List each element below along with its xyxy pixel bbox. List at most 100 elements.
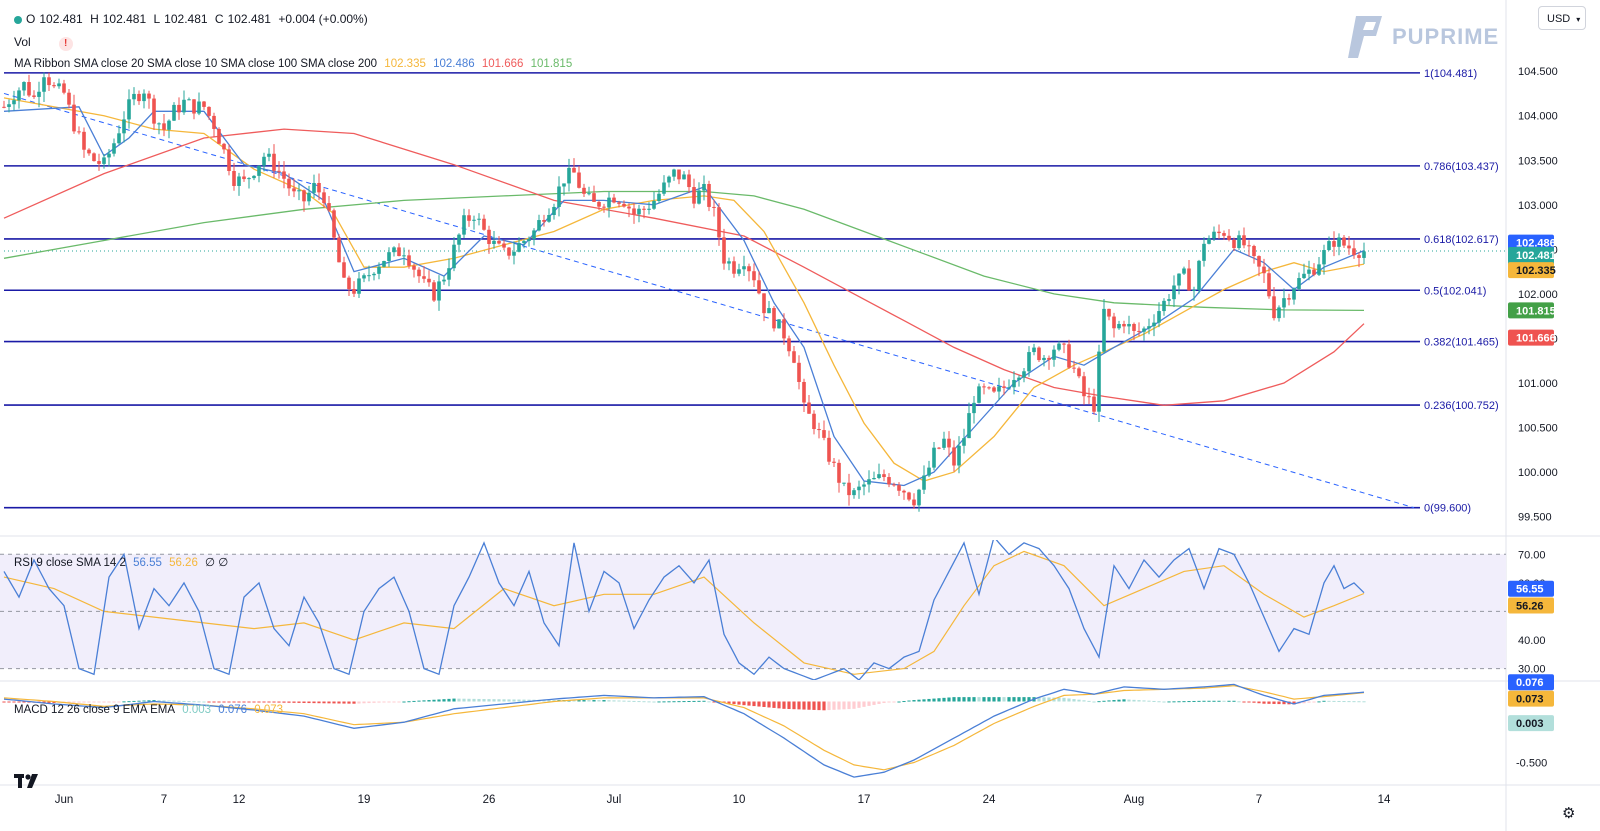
macd-histogram-bar <box>712 701 716 703</box>
candle-body <box>1282 298 1286 308</box>
macd-histogram-bar <box>1027 697 1031 702</box>
macd-histogram-bar <box>882 701 886 703</box>
candle-body <box>1252 245 1256 257</box>
candle-body <box>1147 326 1151 329</box>
macd-histogram-bar <box>707 701 711 703</box>
time-tick-label: Jul <box>607 794 622 806</box>
macd-histogram-bar <box>1147 700 1151 702</box>
macd-legend[interactable]: MACD 12 26 close 9 EMA EMA 0.003 0.076 0… <box>14 704 287 716</box>
candle-body <box>147 93 151 99</box>
macd-histogram-bar <box>152 700 156 702</box>
macd-histogram-bar <box>1187 701 1191 703</box>
macd-histogram-bar <box>1142 700 1146 702</box>
candlesticks <box>2 72 1366 512</box>
time-tick-label: Aug <box>1124 794 1144 806</box>
macd-histogram-bar <box>372 701 376 703</box>
macd-histogram-bar <box>1072 699 1076 702</box>
macd-histogram-bar <box>617 700 621 702</box>
macd-histogram-bar <box>122 701 126 703</box>
sma100-value: 101.666 <box>481 58 524 70</box>
time-axis: Jun 7 12 19 26 Jul 10 17 24 Aug 7 14 <box>55 794 1391 806</box>
macd-histogram-bar <box>1207 700 1211 702</box>
candle-body <box>567 167 571 184</box>
macd-histogram-bar <box>632 700 636 702</box>
candle-body <box>757 280 761 294</box>
candle-body <box>927 467 931 476</box>
candle-body <box>22 82 26 91</box>
macd-histogram-bar <box>87 701 91 703</box>
macd-histogram-bar <box>477 698 481 702</box>
macd-histogram-bar <box>1172 701 1176 703</box>
macd-histogram-bar <box>852 701 856 709</box>
candle-body <box>352 289 356 294</box>
candle-body <box>1167 299 1171 301</box>
candle-body <box>1317 264 1321 275</box>
gear-icon[interactable]: ⚙ <box>1562 805 1576 822</box>
macd-histogram-bar <box>772 701 776 708</box>
macd-histogram-bar <box>552 700 556 702</box>
macd-histogram-bar <box>147 700 151 702</box>
tradingview-icon <box>14 774 38 788</box>
candle-body <box>487 229 491 244</box>
macd-histogram-bar <box>737 701 741 705</box>
macd-histogram-bar <box>282 701 286 703</box>
macd-histogram-bar <box>817 701 821 711</box>
rsi-sma-badge: 56.26 <box>1516 601 1544 613</box>
candle-body <box>842 482 846 484</box>
fib-level-label: 0.5(102.041) <box>1424 285 1486 297</box>
candle-body <box>1162 300 1166 312</box>
candle-body <box>1332 241 1336 247</box>
macd-histogram-bar <box>702 700 706 702</box>
volume-legend[interactable]: Vol! <box>14 35 77 51</box>
ma-ribbon-legend[interactable]: MA Ribbon SMA close 20 SMA close 10 SMA … <box>14 58 576 70</box>
macd-histogram-bar <box>1312 701 1316 703</box>
candle-body <box>907 492 911 500</box>
candle-body <box>1187 268 1191 291</box>
warning-flag-icon[interactable]: ! <box>58 37 73 51</box>
macd-histogram-bar <box>367 701 371 704</box>
tradingview-logo[interactable] <box>14 772 44 795</box>
macd-histogram-bar <box>1212 700 1216 702</box>
macd-histogram-bar <box>912 700 916 702</box>
candle-body <box>712 206 716 208</box>
macd-histogram-bar <box>842 701 846 710</box>
macd-histogram-bar <box>497 699 501 702</box>
rsi-legend[interactable]: RSI 9 close SMA 14 2 56.55 56.26 ∅ ∅ <box>14 555 232 569</box>
macd-histogram-bar <box>507 699 511 702</box>
candle-body <box>767 308 771 314</box>
macd-histogram-bar <box>542 699 546 702</box>
candle-body <box>697 190 701 204</box>
currency-button[interactable]: USD ▾ <box>1538 6 1586 30</box>
candle-body <box>232 170 236 186</box>
sma20-line <box>3 97 1365 482</box>
candle-body <box>182 99 186 113</box>
candle-body <box>717 207 721 238</box>
candle-body <box>787 338 791 352</box>
macd-histogram-bar <box>917 699 921 702</box>
candle-body <box>442 279 446 282</box>
candle-body <box>647 208 651 210</box>
candle-body <box>282 171 286 179</box>
candle-body <box>897 485 901 491</box>
candle-body <box>982 386 986 388</box>
candle-body <box>72 104 76 132</box>
candle-body <box>1097 351 1101 412</box>
rsi-tick-label: 40.00 <box>1518 635 1546 647</box>
candle-body <box>792 351 796 363</box>
close-value: 102.481 <box>227 12 271 26</box>
macd-histogram-bar <box>1227 700 1231 702</box>
macd-histogram-bar <box>452 698 456 702</box>
macd-histogram-bar <box>487 699 491 702</box>
candle-body <box>547 215 551 222</box>
sma100-line <box>3 128 1365 406</box>
candle-body <box>397 247 401 257</box>
close-label: C <box>214 12 224 26</box>
candle-body <box>1117 323 1121 329</box>
macd-histogram-bar <box>177 700 181 702</box>
macd-histogram-bar <box>442 699 446 702</box>
candle-body <box>382 260 386 267</box>
macd-histogram-bar <box>1177 701 1181 703</box>
macd-histogram-bar <box>17 701 21 703</box>
